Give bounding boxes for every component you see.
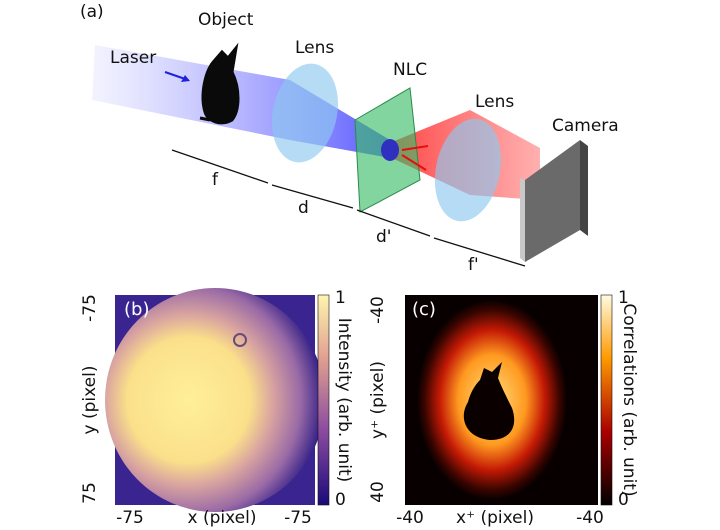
axis-label: x⁺ (pixel)	[456, 508, 534, 528]
colorbar	[600, 294, 613, 506]
label: Camera	[552, 116, 619, 136]
tick-label: -40	[396, 508, 424, 528]
camera-side	[580, 140, 588, 236]
tick-label: -40	[368, 296, 388, 324]
distance-label: f'	[468, 255, 479, 275]
cat-shadow	[463, 362, 515, 440]
panel-label: (a)	[80, 2, 104, 22]
tick-label: -75	[116, 508, 144, 528]
label: Laser	[110, 48, 156, 68]
speck	[233, 333, 247, 347]
tick-label: -75	[284, 508, 312, 528]
tick-label: -40	[576, 508, 604, 528]
image	[105, 288, 325, 512]
correlation-panel: (c) -40 40 y⁺ (pixel) -40 -40 x⁺ (pixel)…	[368, 288, 639, 528]
camera-sensor	[520, 178, 525, 262]
axis-label: y⁺ (pixel)	[368, 361, 388, 439]
panel-label: (c)	[412, 299, 436, 320]
axis-label: y (pixel)	[80, 366, 100, 435]
colorbar-tick: 0	[335, 490, 346, 510]
beam-arrow	[401, 145, 429, 151]
label: NLC	[393, 60, 427, 80]
label: Lens	[295, 38, 334, 58]
colorbar-tick: 1	[618, 288, 629, 308]
colorbar-tick: 1	[335, 288, 346, 308]
object-cat	[199, 42, 240, 125]
distance-label: f	[212, 170, 219, 190]
setup-diagram: (a) Laser Object Lens NLC Lens Camera f …	[80, 2, 619, 275]
axis-label: x (pixel)	[188, 508, 257, 528]
distance-label: d	[298, 198, 309, 218]
colorbar-label: Intensity (arb. unit)	[334, 318, 354, 483]
panel-label: (b)	[124, 299, 149, 320]
tick-label: -75	[80, 294, 100, 322]
tick-label: 75	[80, 482, 100, 504]
label: Lens	[475, 92, 514, 112]
camera	[525, 140, 580, 262]
beam-arrow	[181, 75, 190, 82]
colorbar-label: Correlations (arb. unit)	[619, 303, 639, 496]
focus	[381, 139, 399, 161]
lens	[272, 63, 338, 163]
intensity-panel: (b) -75 75 y (pixel) -75 -75 x (pixel) 1…	[80, 288, 354, 528]
tick-label: 40	[368, 481, 388, 503]
lens	[434, 118, 502, 222]
beam-arrow	[401, 154, 427, 171]
colorbar-tick: 0	[618, 490, 629, 510]
colorbar	[317, 294, 330, 506]
distance-label: d'	[376, 227, 391, 247]
label: Object	[198, 10, 254, 30]
distance-lines	[171, 149, 526, 267]
